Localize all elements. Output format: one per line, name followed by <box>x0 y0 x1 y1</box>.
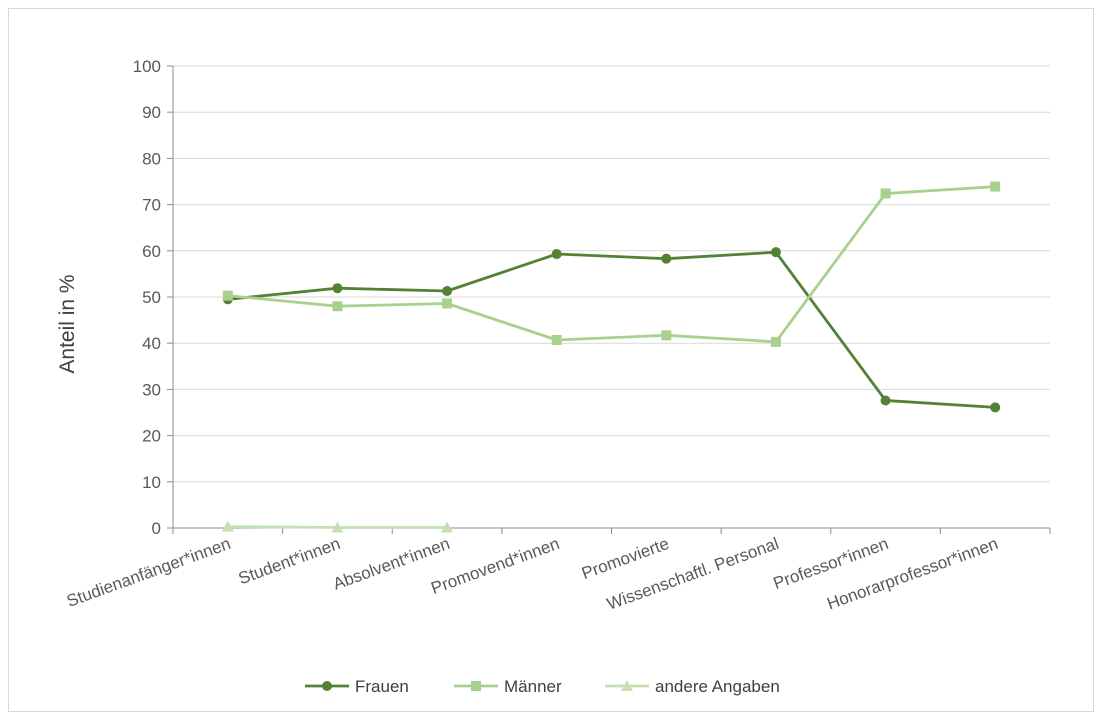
y-tick-label: 100 <box>133 57 161 76</box>
data-point <box>222 290 233 301</box>
y-tick-label: 50 <box>142 288 161 307</box>
legend-entry: Frauen <box>305 677 409 696</box>
data-point <box>551 334 562 345</box>
data-point <box>661 330 672 341</box>
y-tick-label: 70 <box>142 196 161 215</box>
series-line <box>227 250 996 409</box>
series-line <box>227 185 996 344</box>
legend-entry: Männer <box>454 677 562 696</box>
data-point <box>441 521 454 533</box>
y-tick-label: 20 <box>142 427 161 446</box>
data-point <box>770 247 781 258</box>
data-point <box>990 181 1001 192</box>
data-point <box>442 285 453 296</box>
legend-label: Frauen <box>355 677 409 696</box>
y-tick-label: 0 <box>152 519 161 538</box>
data-point <box>442 298 453 309</box>
legend: Frauen Männer andere Angaben <box>305 677 780 696</box>
series-1 <box>222 181 1001 347</box>
axes <box>167 65 1051 534</box>
x-tick-label: Studienanfänger*innen <box>64 534 233 611</box>
y-tick-label: 10 <box>142 473 161 492</box>
y-tick-label: 60 <box>142 242 161 261</box>
series-2 <box>221 520 454 533</box>
data-point <box>770 336 781 347</box>
data-point <box>661 253 672 264</box>
data-point <box>332 301 343 312</box>
data-point <box>880 188 891 199</box>
y-tick-label: 80 <box>142 149 161 168</box>
y-tick-label: 90 <box>142 103 161 122</box>
legend-marker <box>471 681 481 691</box>
legend-marker <box>621 680 633 691</box>
series-0 <box>222 247 1001 413</box>
y-tick-labels: 0 10 20 30 40 50 60 70 80 90 100 <box>133 57 161 538</box>
y-tick-label: 40 <box>142 334 161 353</box>
data-point <box>880 395 891 406</box>
x-tick-labels: Studienanfänger*innen Student*innenAbsolv… <box>64 534 1000 614</box>
legend-label: Männer <box>504 677 562 696</box>
y-axis-label: Anteil in % <box>56 274 79 373</box>
legend-entry: andere Angaben <box>605 677 780 696</box>
data-point <box>332 283 343 294</box>
gridlines <box>173 65 1050 483</box>
legend-marker <box>322 681 332 691</box>
y-tick-label: 30 <box>142 380 161 399</box>
data-point <box>551 249 562 260</box>
series-group <box>221 181 1001 533</box>
data-point <box>331 521 344 533</box>
data-point <box>990 402 1001 413</box>
x-tick-label: Student*innen <box>236 534 343 588</box>
data-point <box>221 520 234 532</box>
chart-frame <box>8 8 1094 712</box>
legend-label: andere Angaben <box>655 677 780 696</box>
